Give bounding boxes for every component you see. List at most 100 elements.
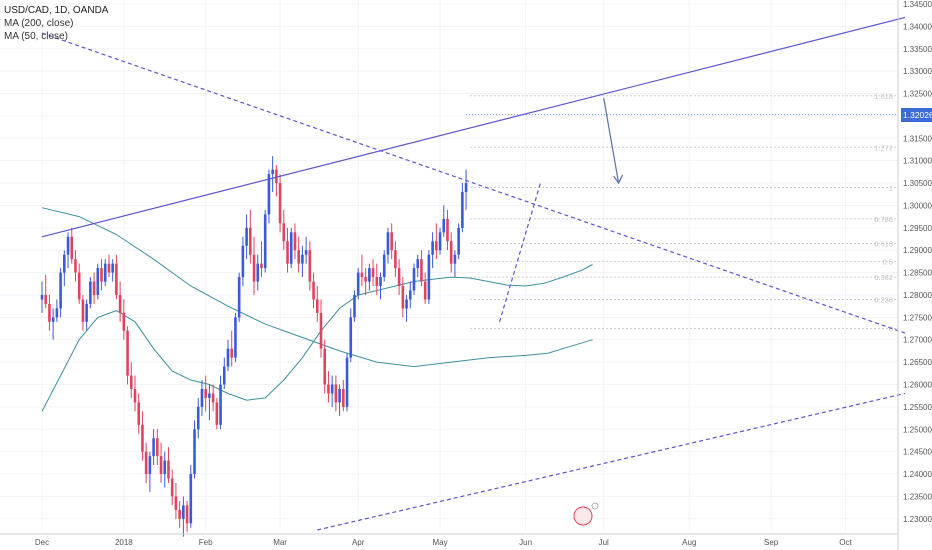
y-tick-label: 1.27500	[903, 313, 932, 322]
y-tick-label: 1.25000	[903, 425, 932, 434]
candle-body	[204, 388, 207, 398]
current-price-tag: 1.32026	[901, 107, 932, 122]
candle-body	[219, 384, 222, 425]
y-tick-label: 1.24500	[903, 448, 932, 457]
candle-body	[85, 303, 88, 322]
candle-body	[96, 268, 100, 295]
candle-body	[271, 169, 274, 175]
candle-body	[89, 281, 92, 304]
forecast-arrow	[603, 97, 620, 184]
candle-body	[77, 272, 81, 300]
candle-body	[74, 259, 77, 273]
candle-body	[416, 259, 420, 269]
candle-body	[327, 384, 330, 394]
candle-body	[427, 254, 431, 300]
x-tick-label: Feb	[199, 538, 213, 547]
candle-body	[330, 384, 334, 394]
ma200-line	[41, 207, 593, 368]
candle-body	[386, 232, 390, 255]
x-tick-label: May	[432, 538, 447, 547]
y-tick-label: 1.29000	[903, 246, 932, 255]
candle-body	[289, 232, 293, 264]
y-tick-label: 1.23000	[903, 515, 932, 524]
candle-body	[394, 250, 397, 269]
y-tick-label: 1.24000	[903, 470, 932, 479]
trendlines	[41, 16, 906, 531]
candle-body	[371, 268, 375, 278]
candle-body	[70, 236, 74, 260]
candle-body	[122, 312, 126, 331]
candle-body	[286, 241, 289, 264]
y-tick-label: 1.25500	[903, 403, 932, 412]
candle-body	[405, 299, 408, 309]
candle-body	[81, 299, 85, 322]
y-tick-label: 1.33500	[903, 45, 932, 54]
candle-body	[263, 214, 267, 269]
y-tick-label: 1.30500	[903, 179, 932, 188]
candle-body	[48, 303, 51, 322]
candle-body	[141, 424, 144, 452]
candle-body	[375, 277, 379, 287]
fib-levels: 1.618 1.272 1 0.786 0.618 0.5 0.382 0.236 0	[470, 92, 898, 334]
candle-body	[334, 384, 338, 403]
candle-body	[315, 299, 319, 313]
candle-body	[55, 308, 59, 318]
candle-body	[44, 294, 48, 304]
x-tick-label: Jun	[519, 538, 532, 547]
candle-body	[431, 241, 434, 255]
candle-body	[178, 509, 181, 519]
candle-body	[356, 272, 360, 295]
candle-body	[345, 357, 349, 407]
candle-body	[408, 290, 412, 300]
candle-body	[256, 263, 260, 282]
candle-body	[449, 241, 453, 264]
candle-body	[163, 460, 167, 475]
candle-body	[170, 478, 174, 497]
fib-label: 0.618	[874, 239, 893, 248]
candle-body	[40, 294, 44, 300]
candle-body	[185, 505, 189, 524]
solid-trendline	[41, 16, 906, 238]
ma200-label: MA (200, close)	[4, 18, 74, 29]
candle-body	[129, 375, 133, 389]
y-tick-label: 1.34500	[903, 0, 932, 9]
candle-body	[200, 388, 204, 407]
candle-body	[319, 312, 323, 349]
candle-body	[297, 250, 300, 264]
badge-circle	[573, 506, 593, 526]
y-tick-label: 1.23500	[903, 492, 932, 501]
dashed-trendline	[317, 392, 906, 531]
candle-body	[353, 294, 356, 318]
candle-body	[342, 388, 345, 407]
candle-body	[115, 263, 118, 295]
candle-body	[364, 277, 367, 282]
candle-body	[442, 218, 446, 233]
y-tick-label: 1.31500	[903, 134, 932, 143]
x-tick-label: Sep	[764, 538, 779, 547]
x-tick-label: Apr	[352, 538, 365, 547]
candle-body	[275, 169, 278, 184]
candle-body	[267, 174, 271, 215]
y-tick-label: 1.30000	[903, 201, 932, 210]
candle-body	[446, 218, 449, 242]
candle-body	[379, 277, 382, 287]
candle-body	[174, 496, 178, 510]
y-tick-label: 1.32500	[903, 90, 932, 99]
x-tick-label: 2018	[115, 538, 133, 547]
candle-body	[260, 263, 263, 269]
candle-body	[152, 438, 155, 457]
candle-body	[401, 286, 405, 309]
candle-body	[167, 460, 170, 479]
candle-body	[453, 254, 457, 264]
x-tick-label: Dec	[35, 538, 49, 547]
fib-label: 0.5	[883, 257, 893, 266]
candle-body	[312, 281, 315, 300]
fib-label: 0	[889, 325, 893, 334]
tradingview-badge-icon	[573, 502, 599, 526]
y-tick-label: 1.34000	[903, 22, 932, 31]
candle-body	[249, 227, 252, 255]
candle-body	[241, 245, 245, 278]
candle-body	[435, 241, 438, 251]
